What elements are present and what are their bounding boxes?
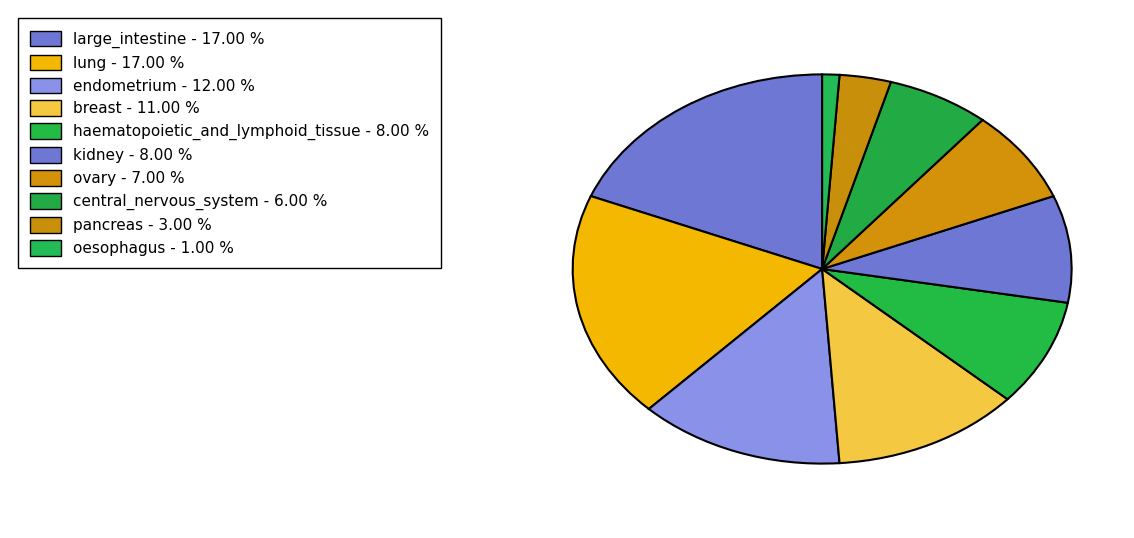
- Legend: large_intestine - 17.00 %, lung - 17.00 %, endometrium - 12.00 %, breast - 11.00: large_intestine - 17.00 %, lung - 17.00 …: [18, 18, 441, 268]
- Wedge shape: [822, 196, 1072, 303]
- Wedge shape: [573, 196, 822, 409]
- Wedge shape: [591, 74, 822, 269]
- Wedge shape: [822, 74, 839, 269]
- Wedge shape: [822, 269, 1068, 399]
- Wedge shape: [822, 120, 1053, 269]
- Wedge shape: [822, 75, 891, 269]
- Wedge shape: [649, 269, 839, 464]
- Wedge shape: [822, 269, 1007, 463]
- Wedge shape: [822, 82, 982, 269]
